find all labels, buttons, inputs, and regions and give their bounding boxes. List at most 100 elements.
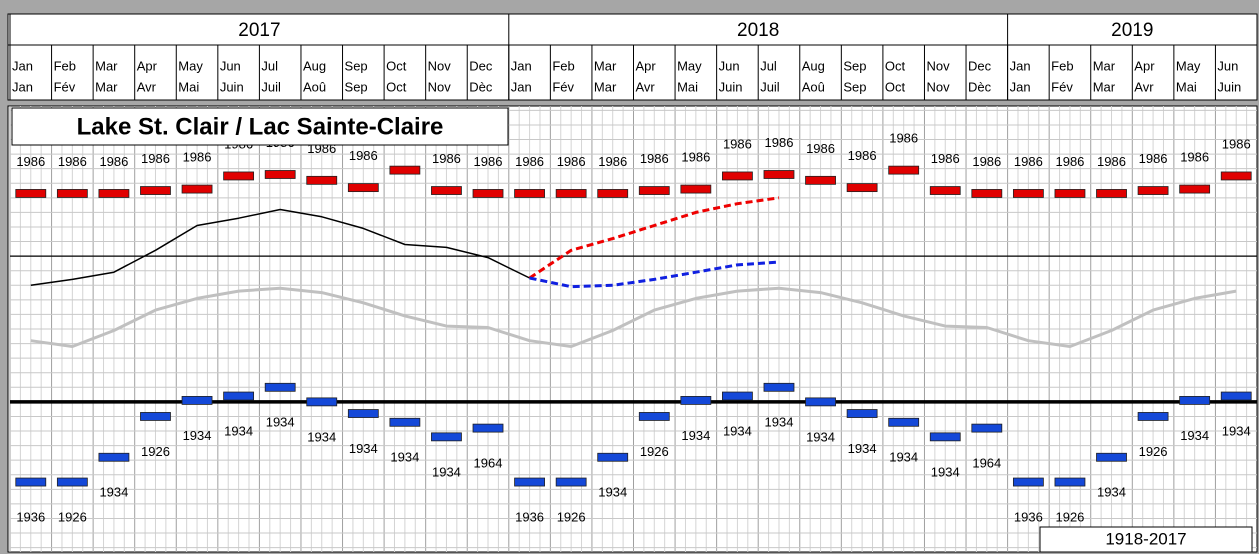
record-year-label: 1934 <box>99 485 128 500</box>
record-year-label: 1986 <box>848 148 877 163</box>
record-bar <box>514 477 545 487</box>
record-year-label: 1926 <box>1139 444 1168 459</box>
record-year-label: 1986 <box>58 154 87 169</box>
record-year-label: 1934 <box>848 441 877 456</box>
record-bar <box>1054 477 1086 487</box>
record-year-label: 1986 <box>889 131 918 146</box>
record-bar <box>472 423 504 433</box>
record-year-label: 1934 <box>598 485 627 500</box>
record-bar <box>514 189 545 198</box>
record-year-label: 1964 <box>474 456 503 471</box>
month-label-fr: Nov <box>428 79 452 94</box>
month-label-en: Dec <box>968 58 992 73</box>
month-label-en: Jun <box>1217 58 1238 73</box>
record-bar <box>597 452 629 462</box>
record-bar <box>15 477 47 487</box>
month-label-en: Aug <box>303 58 326 73</box>
month-label-en: Mar <box>1093 58 1116 73</box>
month-label-en: Jan <box>511 58 532 73</box>
record-bar <box>638 186 670 195</box>
record-bar <box>846 409 878 418</box>
month-label-en: Feb <box>54 58 76 73</box>
month-label-fr: Sep <box>345 79 368 94</box>
record-year-label: 1926 <box>1055 509 1084 524</box>
month-label-fr: Mai <box>178 79 199 94</box>
record-year-label: 1926 <box>557 509 586 524</box>
record-year-label: 1934 <box>266 415 295 430</box>
month-label-fr: Fév <box>552 79 574 94</box>
record-year-label: 1986 <box>931 151 960 166</box>
record-bar <box>805 175 836 185</box>
month-label-en: Nov <box>926 58 950 73</box>
level-line <box>30 286 1237 348</box>
record-year-label: 1986 <box>1139 151 1168 166</box>
record-bar <box>264 382 296 392</box>
record-year-label: 1934 <box>681 428 710 443</box>
record-bar <box>722 391 753 401</box>
record-year-label: 1934 <box>1222 423 1251 438</box>
year-label: 2019 <box>1111 20 1153 41</box>
record-year-label: 1934 <box>723 423 752 438</box>
record-bar <box>763 170 795 179</box>
record-year-label: 1934 <box>224 423 253 438</box>
record-bar <box>680 396 712 405</box>
month-label-fr: Fév <box>54 79 76 94</box>
record-bar <box>597 189 629 198</box>
month-label-en: Jul <box>760 58 777 73</box>
record-bar <box>555 477 587 487</box>
record-year-label: 1986 <box>1222 136 1251 151</box>
month-label-fr: Mai <box>677 79 698 94</box>
record-bar <box>140 412 171 421</box>
record-year-label: 1986 <box>16 154 45 169</box>
record-year-label: 1986 <box>640 151 669 166</box>
record-bar <box>389 417 421 427</box>
record-bar <box>929 186 961 195</box>
month-label-en: Jun <box>719 58 740 73</box>
record-year-label: 1964 <box>972 456 1001 471</box>
month-label-en: May <box>1176 58 1201 73</box>
record-bar <box>971 189 1003 198</box>
record-year-label: 1934 <box>432 464 461 479</box>
record-bar <box>306 397 338 407</box>
month-label-fr: Oct <box>386 79 407 94</box>
record-year-label: 1986 <box>681 150 710 165</box>
month-label-fr: Mar <box>95 79 118 94</box>
record-year-label: 1986 <box>557 154 586 169</box>
record-bar <box>929 432 961 442</box>
month-label-en: May <box>178 58 203 73</box>
month-label-en: Feb <box>1051 58 1073 73</box>
record-bar <box>56 477 88 487</box>
month-label-en: Apr <box>137 58 158 73</box>
chart-title: Lake St. Clair / Lac Sainte-Claire <box>77 113 444 140</box>
month-label-en: Nov <box>428 58 452 73</box>
record-year-label: 1986 <box>765 135 794 150</box>
month-label-en: Jun <box>220 58 241 73</box>
year-label: 2018 <box>737 20 779 41</box>
record-bar <box>763 382 795 392</box>
month-label-fr: Juin <box>719 79 743 94</box>
month-label-fr: Juin <box>1217 79 1241 94</box>
record-year-label: 1936 <box>1014 509 1043 524</box>
month-label-fr: Sep <box>843 79 866 94</box>
month-label-en: Feb <box>552 58 574 73</box>
record-year-label: 1986 <box>474 154 503 169</box>
month-label-en: Dec <box>469 58 493 73</box>
record-bar <box>1096 189 1127 198</box>
record-year-label: 1936 <box>16 509 45 524</box>
record-year-label: 1934 <box>390 450 419 465</box>
record-year-label: 1934 <box>1180 428 1209 443</box>
month-label-en: Jan <box>1010 58 1031 73</box>
month-label-fr: Juil <box>261 79 281 94</box>
record-bar <box>264 170 296 179</box>
record-year-label: 1986 <box>1180 150 1209 165</box>
record-year-label: 1934 <box>349 441 378 456</box>
month-label-en: Aug <box>802 58 825 73</box>
record-year-label: 1986 <box>99 154 128 169</box>
month-label-fr: Juil <box>760 79 780 94</box>
record-year-label: 1986 <box>141 151 170 166</box>
month-label-fr: Dèc <box>469 79 493 94</box>
record-year-label: 1934 <box>1097 485 1126 500</box>
record-bar <box>722 171 753 181</box>
level-line <box>30 208 530 287</box>
month-label-en: Sep <box>345 58 368 73</box>
